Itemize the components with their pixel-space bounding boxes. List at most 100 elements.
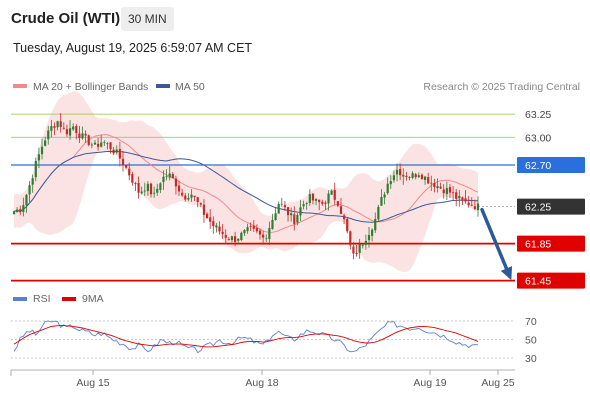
candle-body [25, 194, 28, 206]
candle [106, 142, 109, 150]
candle-body [215, 225, 218, 228]
instrument-title: Crude Oil (WTI) [11, 10, 121, 27]
candle-body [90, 144, 93, 146]
candle [311, 192, 315, 205]
candle [427, 172, 430, 185]
level-label-bg-2 [517, 157, 585, 173]
candle [68, 120, 72, 140]
candle [87, 134, 90, 147]
candle [90, 142, 93, 149]
candle-body [184, 195, 187, 200]
candle-body [349, 231, 352, 246]
candles [12, 113, 480, 260]
copyright-label: Research © 2025 Trading Central [423, 81, 580, 93]
candle [162, 170, 165, 190]
candle [283, 200, 287, 211]
level-label-4: 61.85 [525, 239, 551, 251]
candle-body [84, 133, 87, 136]
candle-body [470, 204, 473, 206]
candle [224, 229, 227, 244]
candle-body [171, 174, 174, 179]
candle [352, 241, 355, 260]
candle [75, 124, 78, 140]
candle [202, 199, 206, 223]
candle-body [237, 238, 240, 241]
candle-body [308, 194, 311, 203]
candle [293, 206, 296, 231]
candle-body [258, 230, 262, 235]
candle [461, 196, 464, 205]
timeframe-badge[interactable]: 30 MIN [121, 7, 174, 31]
candle-body [47, 130, 50, 140]
candle-body [16, 209, 19, 213]
candle [411, 171, 414, 180]
candle [286, 207, 290, 222]
candle-body [187, 198, 190, 200]
candle-body [342, 215, 346, 220]
candle-body [305, 203, 308, 204]
candle [131, 171, 134, 186]
candle-body [402, 174, 405, 177]
candle-body [153, 192, 156, 194]
candle-body [34, 161, 37, 178]
candle-body [19, 209, 22, 213]
candle [364, 234, 367, 250]
candle [430, 175, 433, 192]
candle-body [420, 174, 424, 180]
candle-body [205, 213, 209, 219]
chart-header: Crude Oil (WTI) 30 MIN Tuesday, August 1… [0, 0, 590, 62]
bollinger-band [14, 91, 478, 273]
candle-body [395, 169, 399, 175]
candle-body [339, 206, 343, 215]
candle-body [476, 203, 480, 211]
candle-body [109, 142, 112, 150]
candle-body [389, 181, 392, 185]
candle-body [115, 149, 118, 153]
candle [358, 238, 361, 259]
candle-body [40, 146, 44, 155]
candle-body [12, 211, 16, 215]
candle [445, 181, 448, 200]
candle [389, 175, 392, 189]
candle-body [455, 192, 458, 199]
candle-body [327, 193, 330, 204]
candle [171, 172, 174, 179]
candle [31, 174, 34, 193]
candle-body [336, 201, 339, 206]
candle [262, 230, 265, 245]
candle-body [371, 229, 374, 236]
candle-body [31, 178, 34, 185]
candle-body [311, 193, 315, 201]
candle [423, 175, 427, 185]
candle-body [423, 176, 427, 181]
candle [19, 205, 22, 216]
projection [480, 207, 513, 281]
candle [112, 146, 115, 156]
candle-body [81, 133, 84, 139]
candle-body [445, 188, 448, 195]
level-label-5: 61.45 [525, 276, 551, 288]
candle [118, 141, 121, 167]
candle-body [296, 215, 299, 223]
candle-body [458, 195, 461, 199]
candle-body [50, 126, 53, 131]
candle [137, 176, 140, 199]
candle [439, 182, 442, 190]
level-label-0: 63.25 [525, 109, 551, 121]
candle-body [140, 191, 143, 194]
candle-body [87, 135, 90, 145]
candle-body [262, 234, 265, 238]
candle [234, 231, 237, 247]
candle-body [190, 194, 193, 198]
candle [374, 212, 377, 234]
candle [433, 178, 436, 193]
rsi-tick-label-0: 70 [525, 316, 537, 328]
candle-body [355, 252, 358, 255]
candle-body [93, 142, 97, 145]
candle [143, 182, 146, 197]
candle-body [65, 129, 69, 135]
candle-body [473, 206, 476, 209]
candle-body [62, 127, 65, 129]
candle [299, 199, 302, 222]
